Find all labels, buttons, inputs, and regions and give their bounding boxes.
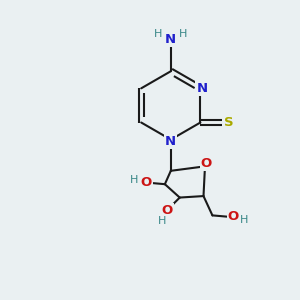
- Text: O: O: [201, 157, 212, 170]
- Text: H: H: [130, 175, 138, 185]
- Text: O: O: [140, 176, 152, 189]
- Text: N: N: [165, 33, 176, 46]
- Text: S: S: [224, 116, 233, 129]
- Text: H: H: [179, 29, 188, 39]
- Text: H: H: [158, 216, 166, 226]
- Text: N: N: [165, 135, 176, 148]
- Text: O: O: [228, 210, 239, 224]
- Text: H: H: [240, 215, 249, 225]
- Text: O: O: [161, 204, 172, 218]
- Text: N: N: [196, 82, 208, 95]
- Text: H: H: [154, 29, 163, 39]
